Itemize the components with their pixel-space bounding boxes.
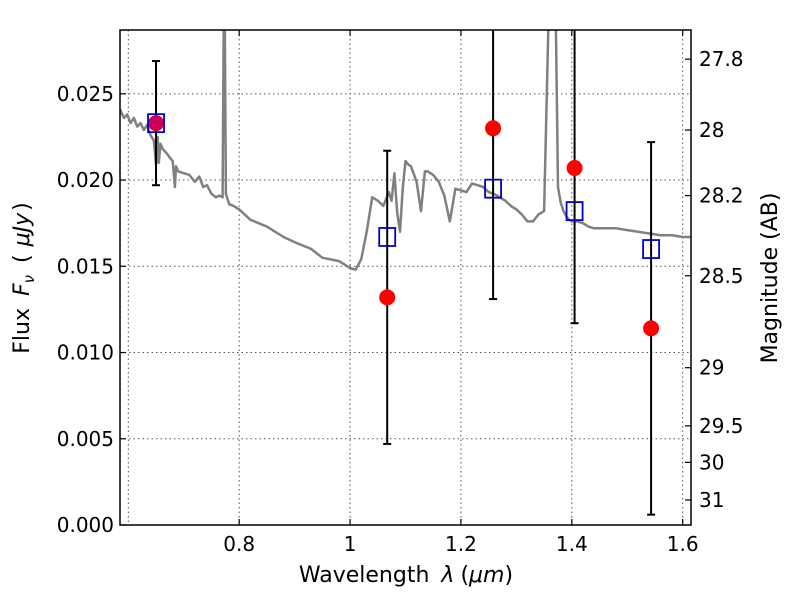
x-tick-label: 1.6 [667,532,699,556]
model-bandpass-point [378,227,397,247]
plot-frame [119,29,692,526]
plot-layer [120,30,691,516]
x-axis-title-text: Wavelength [299,563,430,588]
x-tick-label: 1.4 [556,532,588,556]
y2-tick-label: 28.5 [699,264,744,288]
y-tick-label: 0.000 [57,513,114,537]
overlap-marker [148,115,164,131]
y-axis-title-text: Flux [10,308,35,354]
label-layer: 0.8 1 1.2 1.4 1.6 0.000 0.005 0.010 0.015 0.020 0.… [57,47,744,556]
x-axis-title: Wavelength λ (μm) [299,563,513,588]
grid-layer [120,30,691,526]
y-axis-title-subscript: ν [20,275,38,283]
y-axis-title: FluxFν(μJy) [10,202,38,353]
model-bandpass-point [565,201,584,221]
y2-tick-label: 29 [699,356,724,380]
y-tick-label: 0.020 [57,168,114,192]
y-axis-title-unit: μJy [10,212,35,247]
x-axis-title-unit: μm [468,563,504,588]
model-bandpass-point [147,113,165,134]
y2-tick-label: 27.8 [699,47,744,71]
x-tick-label: 1.2 [445,532,477,556]
observed-point [643,320,660,337]
y-tick-label: 0.025 [57,82,114,106]
x-tick-label: 0.8 [223,532,255,556]
y2-tick-label: 28 [699,118,724,142]
observed-point [379,289,396,306]
tick-layer [120,30,691,526]
observed-point [566,159,583,176]
y-axis-title-symbol: F [10,283,35,296]
y2-axis-title: Magnitude (AB) [758,193,783,364]
observed-point [485,120,502,137]
y2-tick-label: 29.5 [699,414,744,438]
y2-tick-label: 31 [699,488,724,512]
y-tick-label: 0.015 [57,254,114,278]
model-bandpass-point [642,239,660,259]
y2-tick-label: 28.2 [699,184,744,208]
y-tick-label: 0.010 [57,341,114,365]
x-axis-title-symbol: λ [440,563,454,588]
model-bandpass-point [484,178,502,199]
x-tick-label: 1 [344,532,357,556]
y-tick-label: 0.005 [57,427,114,451]
model-sed-line [120,30,691,271]
y2-tick-label: 30 [699,450,724,474]
